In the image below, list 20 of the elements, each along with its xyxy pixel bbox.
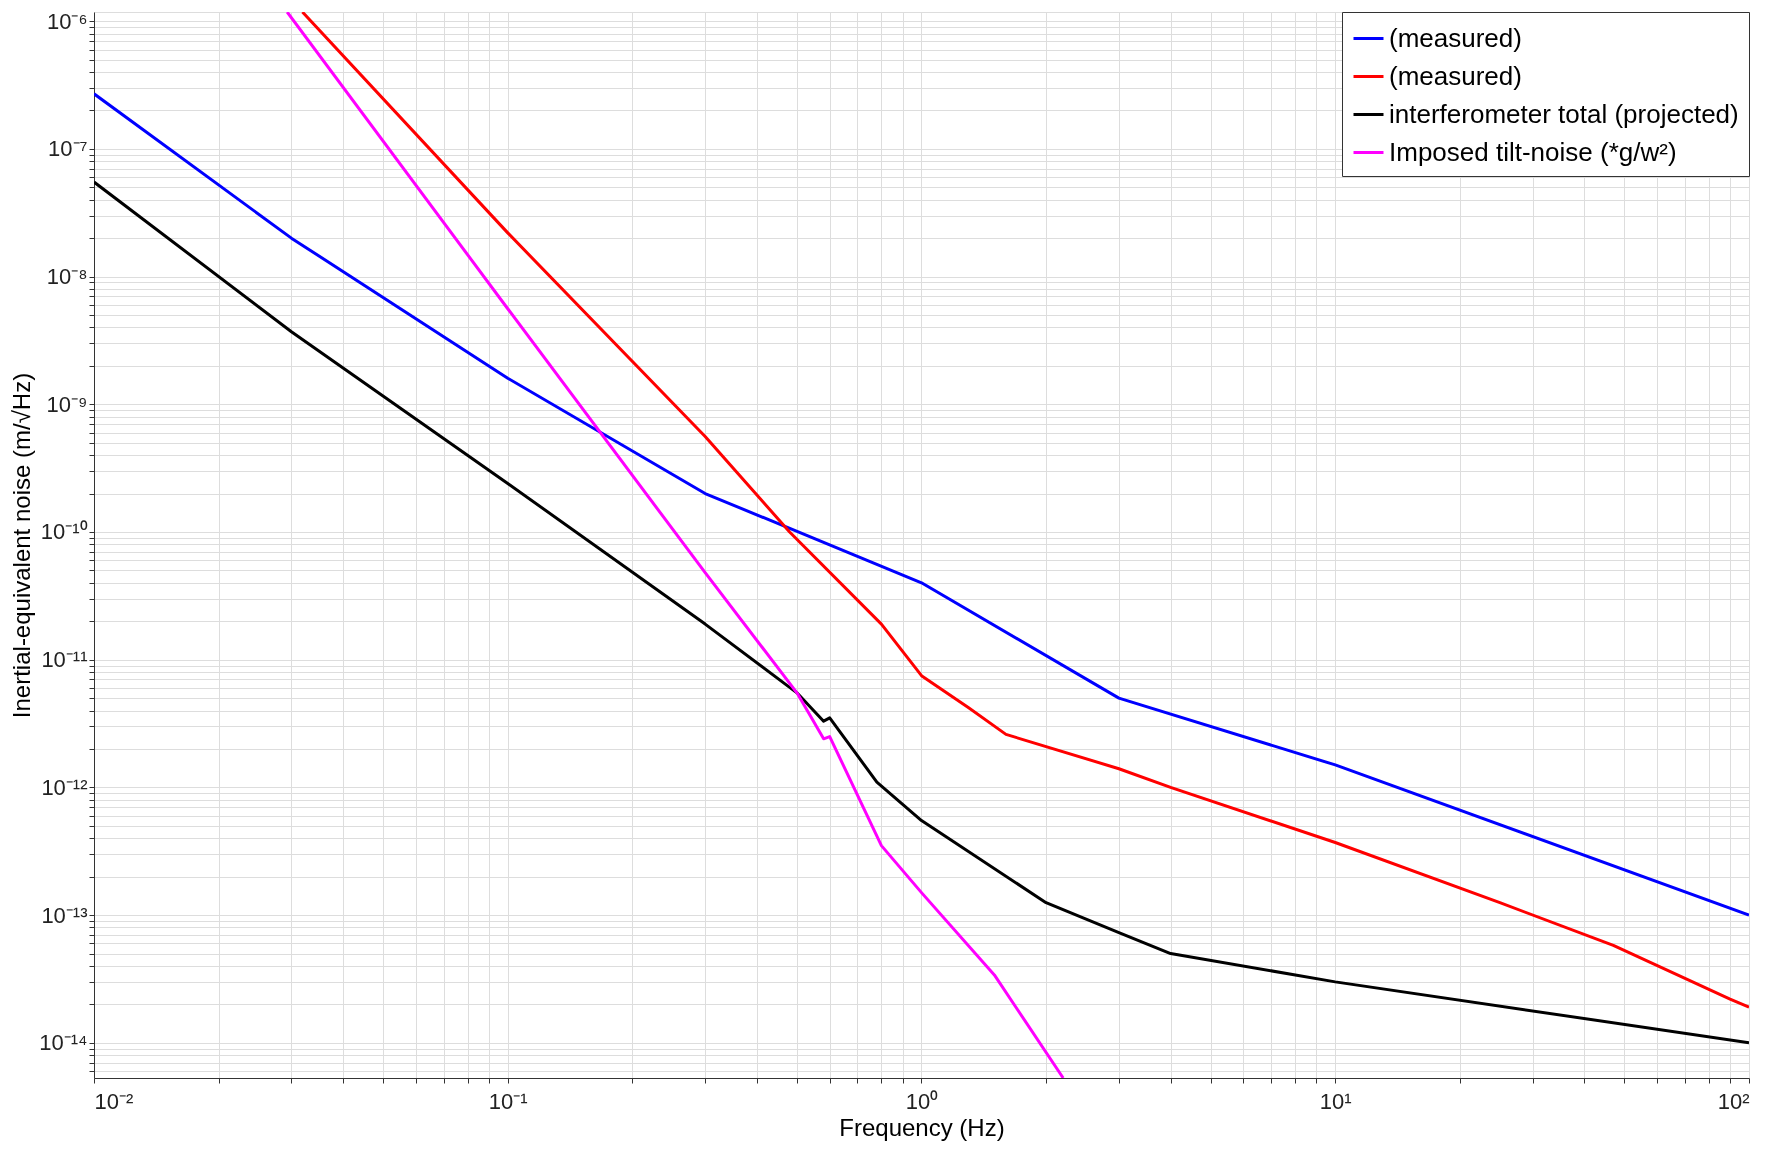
legend-label: (measured) bbox=[1389, 22, 1522, 53]
y-tick-label: 10⁻⁶ bbox=[46, 8, 88, 34]
y-tick-label: 10⁻¹² bbox=[41, 774, 88, 800]
legend-label: Imposed tilt-noise (*g/w²) bbox=[1389, 136, 1677, 167]
y-tick-label: 10⁻⁷ bbox=[48, 136, 88, 162]
x-tick-label: 10⁰ bbox=[905, 1088, 939, 1114]
y-tick-label: 10⁻¹³ bbox=[41, 902, 88, 928]
y-tick-label: 10⁻⁹ bbox=[46, 391, 88, 417]
legend-label: interferometer total (projected) bbox=[1389, 98, 1739, 129]
x-axis-title: Frequency (Hz) bbox=[839, 1113, 1005, 1141]
x-tick-label: 10¹ bbox=[1319, 1088, 1352, 1114]
y-tick-label: 10⁻¹¹ bbox=[41, 647, 88, 673]
y-tick-label: 10⁻¹⁴ bbox=[39, 1030, 88, 1056]
x-tick-label: 10⁻² bbox=[94, 1088, 134, 1114]
y-tick-label: 10⁻⁸ bbox=[46, 264, 88, 290]
x-tick-label: 10⁻¹ bbox=[488, 1088, 528, 1114]
legend-label: (measured) bbox=[1389, 60, 1522, 91]
x-tick-label: 10² bbox=[1717, 1088, 1750, 1114]
y-axis-title: Inertial-equivalent noise (m/√Hz) bbox=[8, 372, 36, 719]
y-tick-label: 10⁻¹⁰ bbox=[40, 519, 88, 545]
